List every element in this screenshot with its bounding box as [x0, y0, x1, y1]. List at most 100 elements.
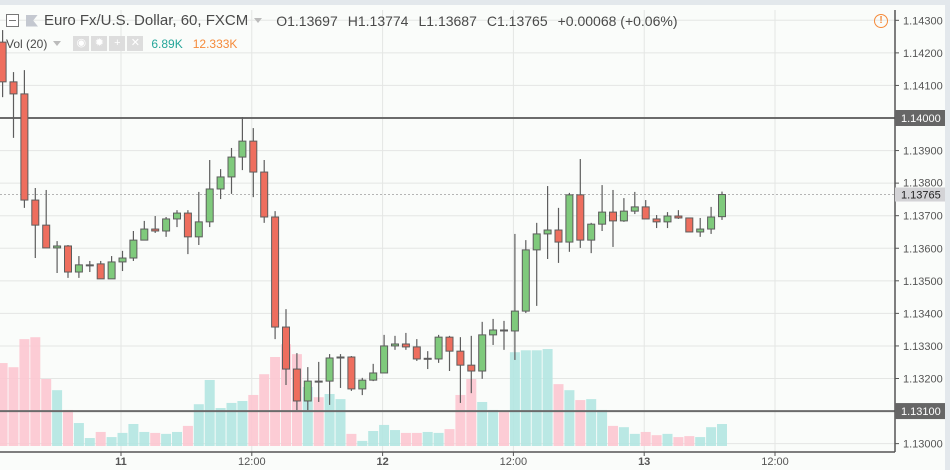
candle-up	[74, 256, 83, 278]
candle-down	[445, 335, 454, 372]
price-tick-label: 1.14100	[903, 80, 943, 92]
chevron-down-icon[interactable]	[254, 18, 263, 23]
time-tick-label: 11	[115, 456, 127, 468]
candle-up	[434, 334, 443, 363]
candle-body	[445, 336, 454, 352]
candle-down	[249, 128, 258, 198]
candle-up	[369, 363, 378, 382]
gear-icon[interactable]: ✹	[91, 36, 108, 51]
chart-legend: Euro Fx/U.S. Dollar, 60, FXCM O1.13697 H…	[6, 12, 687, 29]
candle-body	[129, 239, 138, 259]
candle-body	[587, 223, 596, 241]
chevron-down-icon[interactable]	[53, 41, 62, 46]
volume-bar	[368, 431, 379, 446]
candle-body	[598, 211, 607, 225]
price-tick-label: 1.13600	[903, 243, 943, 255]
candle-up	[532, 222, 541, 306]
collapse-icon[interactable]	[6, 14, 19, 27]
candle-body	[412, 346, 421, 360]
candle-body	[140, 228, 149, 241]
ohlc-low: L1.13687	[418, 13, 476, 29]
candle-body	[532, 233, 541, 251]
volume-bar	[499, 412, 509, 446]
last-price-badge	[895, 187, 945, 202]
volume-bar	[455, 394, 466, 446]
candle-body	[238, 140, 247, 158]
volume-bar	[139, 431, 150, 446]
volume-bar	[477, 401, 488, 446]
candle-up	[336, 354, 345, 388]
volume-bar	[717, 424, 727, 446]
candle-up	[129, 230, 138, 261]
alert-icon[interactable]: !	[874, 14, 888, 28]
low-label: L	[418, 12, 427, 29]
candle-down	[282, 309, 290, 386]
symbol-title[interactable]: Euro Fx/U.S. Dollar, 60, FXCM	[44, 12, 249, 29]
candle-body	[456, 350, 465, 366]
candle-body	[292, 368, 301, 402]
candle-up	[380, 334, 389, 374]
candle-body	[96, 263, 105, 280]
time-tick-label: 12	[376, 456, 388, 468]
candle-body	[500, 329, 508, 332]
candle-body	[543, 229, 552, 235]
volume-bar	[30, 337, 41, 446]
candle-body	[674, 215, 683, 219]
candle-body	[401, 343, 410, 348]
volume-bar	[128, 423, 139, 446]
candle-body	[227, 156, 236, 178]
volume-bar	[509, 352, 520, 446]
time-tick-label: 12:00	[500, 456, 528, 468]
time-axis[interactable]: 11 12:00 12 12:00 13 12:00	[115, 452, 789, 468]
candle-body	[162, 218, 171, 232]
candle-body	[641, 206, 650, 220]
volume-bar	[0, 363, 8, 446]
volume-bar	[706, 427, 717, 446]
candle-up	[510, 233, 519, 360]
plus-icon[interactable]: +	[109, 36, 126, 51]
candle-body	[696, 228, 705, 233]
candle-down	[183, 210, 192, 255]
volume-label[interactable]: Vol (20)	[6, 36, 48, 51]
eye-icon[interactable]: ◉	[73, 36, 90, 51]
candle-down	[412, 339, 421, 361]
price-tick-label: 1.13200	[903, 374, 943, 386]
candle-up	[358, 377, 367, 396]
level-price-label: 1.13100	[901, 406, 941, 418]
volume-bar	[63, 409, 73, 446]
flag-icon[interactable]	[26, 14, 38, 27]
horizontal-levels[interactable]	[0, 117, 895, 413]
candle-body	[42, 224, 51, 249]
candle-down	[347, 356, 356, 391]
candle-down	[0, 30, 7, 98]
candle-body	[118, 257, 127, 263]
ohlc-close: C1.13765	[487, 13, 548, 29]
candle-down	[20, 70, 29, 208]
volume-bar	[52, 390, 63, 446]
last-price-label: 1.13765	[901, 190, 941, 202]
volume-bar	[248, 394, 259, 446]
volume-bar	[8, 367, 19, 446]
ohlc-high: H1.13774	[348, 13, 409, 29]
candle-down	[641, 200, 650, 220]
close-icon[interactable]: ✕	[127, 36, 144, 51]
candle-body	[663, 215, 672, 223]
price-axis[interactable]: 1.143001.142001.141001.139001.138001.137…	[895, 15, 943, 451]
time-tick-label: 12:00	[761, 456, 789, 468]
high-label: H	[347, 12, 358, 29]
volume-bar	[117, 432, 128, 446]
change-value: +0.00068 (+0.06%)	[557, 12, 678, 29]
volume-bar	[520, 350, 531, 446]
candle-down	[554, 207, 563, 263]
volume-bar	[575, 400, 586, 446]
candle-down	[314, 361, 323, 402]
volume-bar	[400, 432, 411, 446]
candle-body	[314, 380, 323, 383]
close-label: C	[486, 12, 497, 29]
candle-up	[325, 354, 334, 405]
volume-bar	[150, 432, 161, 446]
volume-legend: Vol (20) ◉ ✹ + ✕ 6.89K 12.333K	[6, 36, 237, 51]
level-price-label: 1.14000	[901, 113, 941, 125]
candle-body	[303, 380, 312, 402]
